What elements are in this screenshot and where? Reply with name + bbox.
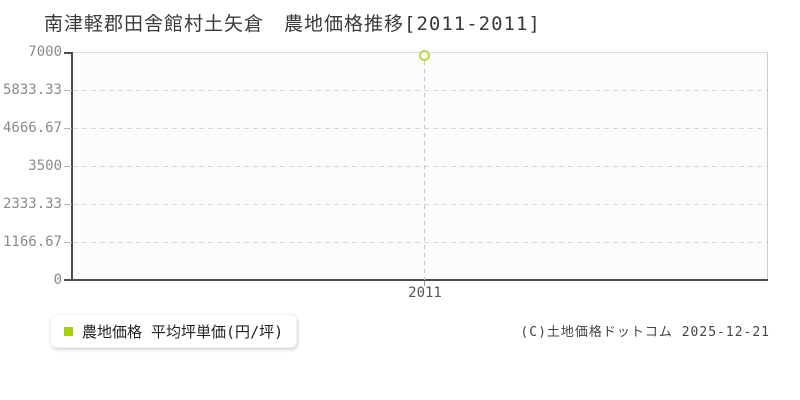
y-axis-tick-label: 5833.33 <box>2 82 62 98</box>
gridline <box>73 128 767 129</box>
y-axis-tick-label: 1166.67 <box>2 234 62 250</box>
x-axis-tick-label: 2011 <box>408 285 442 301</box>
gridline <box>73 166 767 167</box>
y-axis-tick-label: 2333.33 <box>2 196 62 212</box>
page-title: 南津軽郡田舎館村土矢倉 農地価格推移[2011-2011] <box>44 13 541 35</box>
data-point-marker[interactable] <box>419 50 430 61</box>
x-tick-mark <box>424 281 425 286</box>
y-axis-tick-label: 4666.67 <box>2 120 62 136</box>
gridline <box>73 242 767 243</box>
plot-area <box>73 52 767 279</box>
y-axis-tick-label: 7000 <box>28 44 62 60</box>
y-tick-mark <box>64 128 72 129</box>
x-axis-line <box>64 279 768 281</box>
legend-label: 農地価格 平均坪単価(円/坪) <box>82 322 284 341</box>
y-tick-mark <box>64 90 72 91</box>
y-axis-line <box>71 52 73 280</box>
legend-marker-icon <box>64 326 73 336</box>
data-point-guide-line <box>424 61 425 280</box>
y-axis-tick-label: 3500 <box>28 158 62 174</box>
gridline <box>73 204 767 205</box>
plot-right-border <box>767 52 768 280</box>
y-tick-mark <box>64 166 72 167</box>
y-tick-mark <box>64 204 72 205</box>
y-tick-mark <box>64 242 72 243</box>
copyright-text: (C)土地価格ドットコム 2025-12-21 <box>520 325 770 340</box>
y-tick-mark <box>64 52 72 54</box>
gridline <box>73 90 767 91</box>
y-axis-tick-label: 0 <box>53 272 62 288</box>
legend-box: 農地価格 平均坪単価(円/坪) <box>50 314 298 348</box>
